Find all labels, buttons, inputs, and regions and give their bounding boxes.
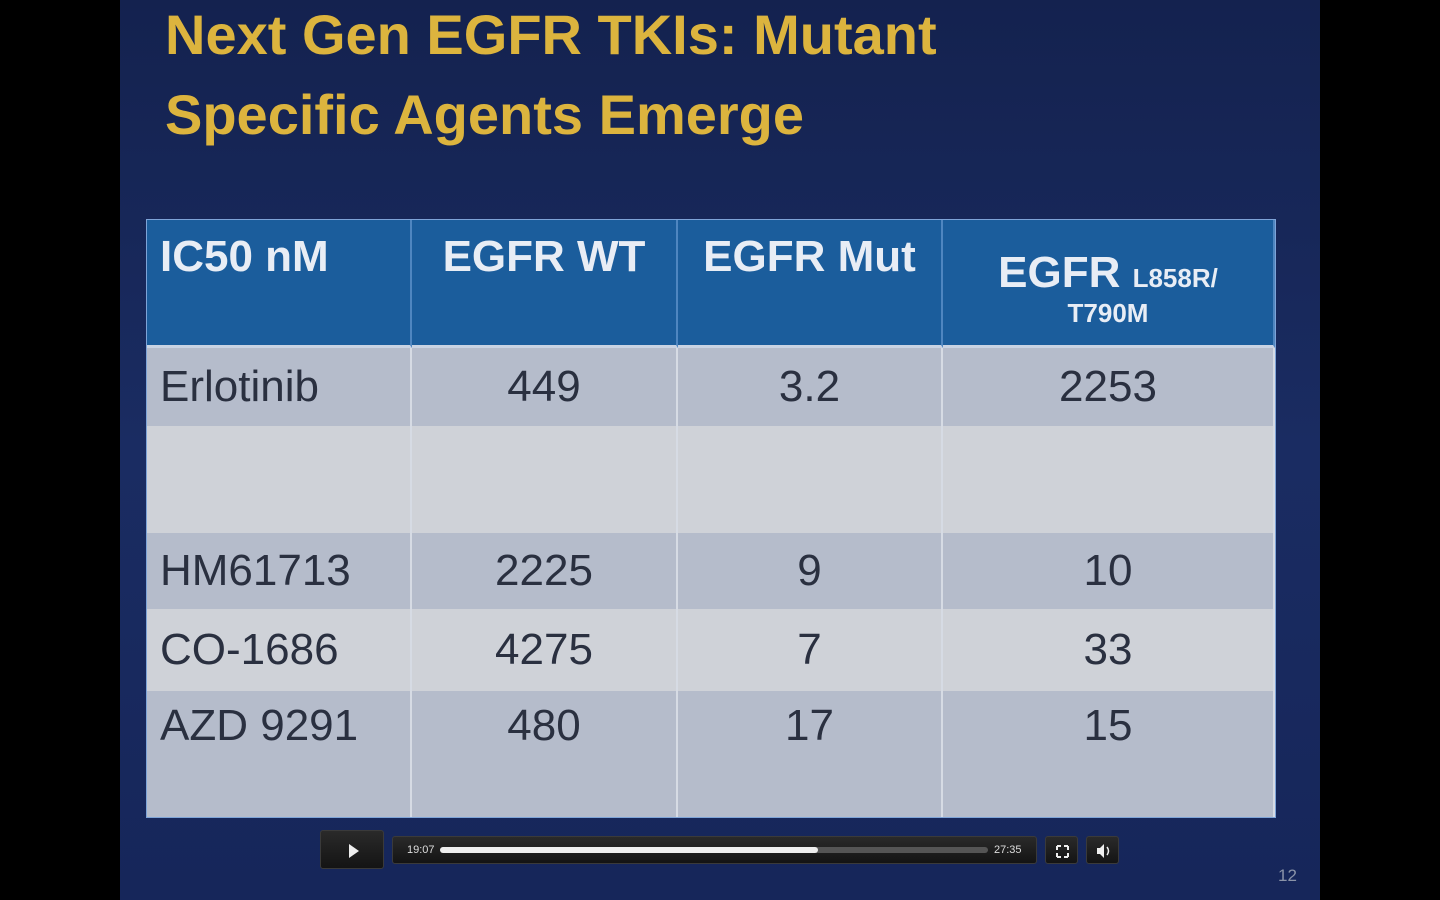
table-cell: 449	[412, 348, 678, 426]
cell-text: 449	[507, 362, 581, 411]
cell-text: Erlotinib	[160, 362, 319, 411]
current-time: 19:07	[407, 844, 435, 856]
cell-text: EGFR Mut	[703, 232, 916, 281]
header-line: EGFR L858R/	[998, 248, 1218, 298]
play-button[interactable]	[320, 830, 384, 869]
cell-text: EGFR WT	[442, 232, 646, 281]
blank-cell	[147, 426, 412, 533]
table-cell: AZD 9291	[147, 691, 412, 817]
cell-text: 480	[507, 701, 581, 750]
header-line: T790M	[1068, 298, 1149, 329]
table-cell: 7	[678, 609, 943, 691]
cell-text: 17	[785, 701, 834, 750]
volume-icon	[1097, 844, 1110, 858]
table-cell: 33	[943, 609, 1275, 691]
cell-text: 9	[797, 546, 822, 595]
cell-text: L858R/	[1132, 263, 1218, 293]
seek-bar[interactable]	[440, 847, 988, 853]
cell-text: 2225	[495, 546, 593, 595]
header-cell: IC50 nM	[147, 220, 412, 348]
slide-number: 12	[1278, 866, 1297, 885]
cell-text: CO-1686	[160, 625, 339, 674]
cell-text: 2253	[1059, 362, 1157, 411]
table-cell: 2225	[412, 533, 678, 609]
fullscreen-icon	[1056, 845, 1069, 858]
header-cell: EGFR L858R/T790M	[943, 220, 1275, 348]
header-cell: EGFR Mut	[678, 220, 943, 348]
table-cell: CO-1686	[147, 609, 412, 691]
cell-text: 10	[1083, 546, 1133, 595]
duration: 27:35	[994, 844, 1022, 856]
table-cell: 9	[678, 533, 943, 609]
seek-progress	[440, 847, 819, 853]
table: IC50 nM EGFR WT EGFR Mut EGFR L858R/T790M Er…	[146, 219, 1276, 818]
table-cell: 4275	[412, 609, 678, 691]
cell-text: EGFR	[998, 248, 1121, 297]
table-cell: Erlotinib	[147, 348, 412, 426]
slide: Next Gen EGFR TKIs: Mutant Specific Agen…	[120, 0, 1320, 900]
blank-cell	[678, 426, 943, 533]
cell-text: 33	[1083, 625, 1133, 674]
volume-button[interactable]	[1086, 836, 1119, 864]
cell-text: IC50 nM	[160, 232, 329, 281]
table-cell: HM61713	[147, 533, 412, 609]
header-cell: EGFR WT	[412, 220, 678, 348]
fullscreen-button[interactable]	[1045, 836, 1078, 864]
table-cell: 2253	[943, 348, 1275, 426]
cell-text: 3.2	[778, 362, 841, 411]
cell-text: T790M	[1067, 298, 1149, 328]
cell-text: 15	[1083, 701, 1133, 750]
cell-text: HM61713	[160, 546, 351, 595]
table-cell: 480	[412, 691, 678, 817]
slide-title: Specific Agents Emerge	[165, 83, 805, 146]
cell-text: 4275	[495, 625, 593, 674]
table-cell: 10	[943, 533, 1275, 609]
table-cell: 15	[943, 691, 1275, 817]
blank-cell	[943, 426, 1275, 533]
play-icon	[349, 844, 359, 858]
cell-text: 7	[797, 625, 822, 674]
slide-title: Next Gen EGFR TKIs: Mutant	[165, 3, 937, 66]
table-cell: 17	[678, 691, 943, 817]
cell-text: AZD 9291	[160, 701, 359, 750]
table-cell: 3.2	[678, 348, 943, 426]
blank-cell	[412, 426, 678, 533]
